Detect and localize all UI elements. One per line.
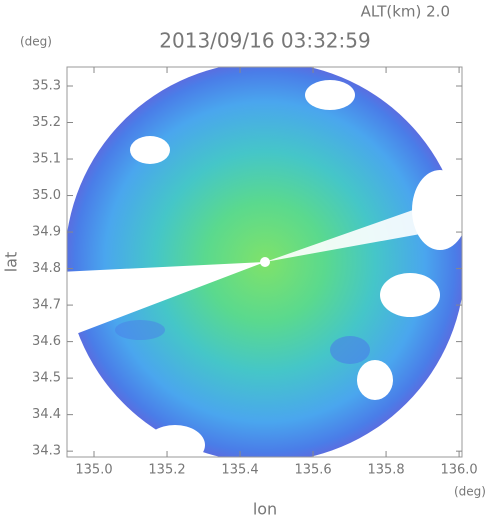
y-axis-label: lat — [2, 252, 21, 273]
radar-echo — [67, 67, 462, 457]
x-tick-label: 135.0 — [75, 463, 112, 478]
x-tick-label: 135.6 — [294, 463, 331, 478]
y-tick-label: 35.3 — [32, 78, 61, 93]
y-tick-label: 34.3 — [32, 444, 61, 459]
y-tick-label: 34.4 — [32, 407, 61, 422]
x-tick-label: 135.2 — [148, 463, 185, 478]
y-tick-label: 34.8 — [32, 261, 61, 276]
x-tick-label: 136.0 — [440, 463, 477, 478]
x-axis-label: lon — [253, 500, 277, 519]
y-tick-label: 35.2 — [32, 115, 61, 130]
y-tick-label: 35.1 — [32, 152, 61, 167]
x-tick-label: 135.4 — [221, 463, 258, 478]
y-tick-label: 34.5 — [32, 371, 61, 386]
y-tick-label: 34.6 — [32, 334, 61, 349]
altitude-label: ALT(km) 2.0 — [361, 3, 450, 21]
y-tick-label: 34.9 — [32, 225, 61, 240]
y-unit: (deg) — [20, 35, 52, 49]
x-unit: (deg) — [454, 485, 486, 499]
y-tick-label: 34.7 — [32, 298, 61, 313]
chart-title: 2013/09/16 03:32:59 — [159, 29, 370, 53]
plot-frame — [66, 66, 463, 458]
y-tick-label: 35.0 — [32, 188, 61, 203]
x-tick-label: 135.8 — [367, 463, 404, 478]
